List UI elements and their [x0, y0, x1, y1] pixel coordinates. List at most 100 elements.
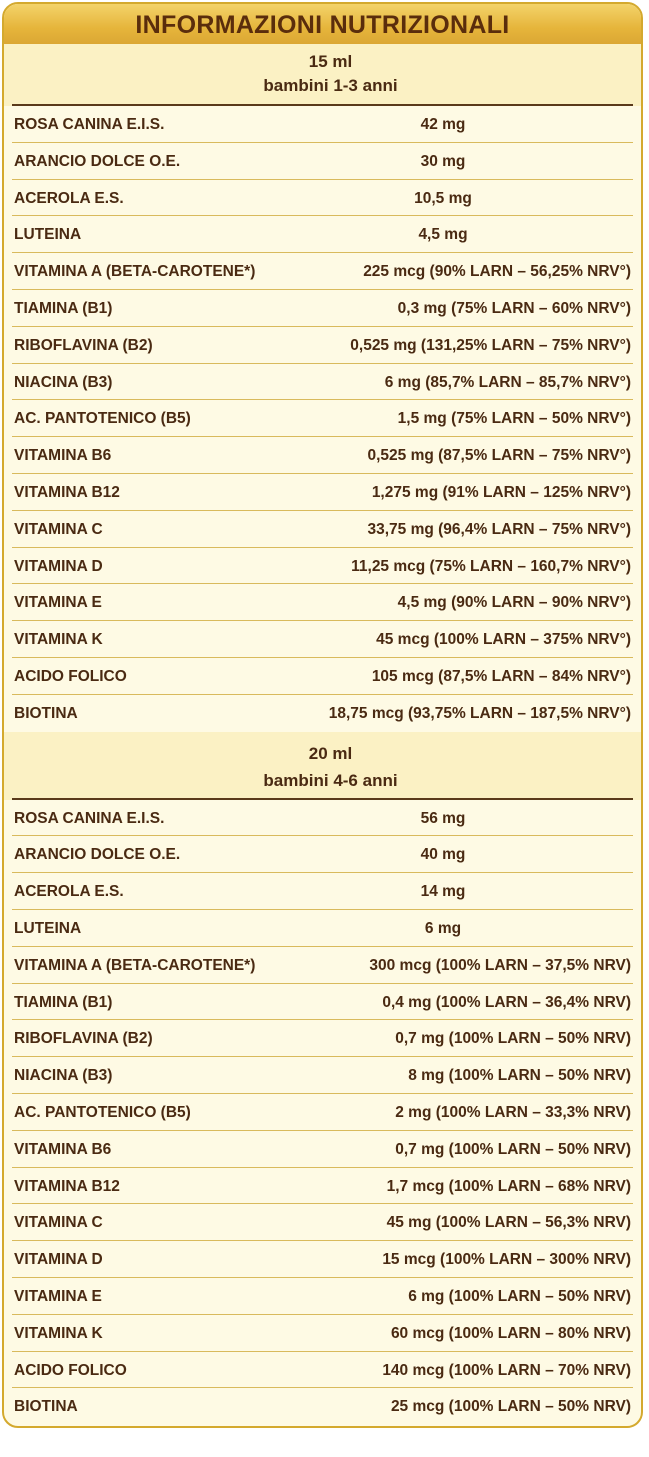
table-row: ACIDO FOLICO 140 mcg (100% LARN – 70% NRV… [12, 1352, 633, 1389]
section-age-group: bambini 4-6 anni [263, 770, 398, 790]
nutrient-name: VITAMINA E [14, 1287, 102, 1305]
nutrient-value: 14 mg [420, 883, 466, 901]
table-row: VITAMINA E 6 mg (100% LARN – 50% NRV) [12, 1278, 633, 1315]
nutrient-value: 45 mcg (100% LARN – 375% NRV°) [376, 631, 631, 649]
table-row: VITAMINA C 45 mg (100% LARN – 56,3% NRV) [12, 1204, 633, 1242]
nutrient-name: VITAMINA B6 [14, 447, 112, 465]
nutrient-value: 40 mg [420, 846, 466, 864]
table-row: VITAMINA K 60 mcg (100% LARN – 80% NRV) [12, 1315, 633, 1352]
nutrient-value: 11,25 mcg (75% LARN – 160,7% NRV°) [351, 557, 631, 575]
nutrient-name: BIOTINA [14, 1398, 78, 1416]
section-header: 15 ml bambini 1-3 anni [4, 44, 641, 106]
nutrient-name: TIAMINA (B1) [14, 993, 113, 1011]
nutrient-value: 300 mcg (100% LARN – 37,5% NRV) [369, 956, 631, 974]
nutrient-name: AC. PANTOTENICO (B5) [14, 410, 191, 428]
table-row: VITAMINA A (BETA-CAROTENE*) 225 mcg (90% … [12, 253, 633, 290]
nutrient-value: 0,525 mg (87,5% LARN – 75% NRV°) [367, 447, 632, 465]
nutrient-value: 8 mg (100% LARN – 50% NRV) [408, 1067, 631, 1085]
table-row: VITAMINA D 11,25 mcg (75% LARN – 160,7% N… [12, 548, 633, 585]
table-row: TIAMINA (B1) 0,3 mg (75% LARN – 60% NRV°) [12, 290, 633, 327]
nutrient-name: LUTEINA [14, 919, 82, 937]
nutrient-value: 6 mg [424, 919, 462, 937]
nutrient-value: 0,7 mg (100% LARN – 50% NRV) [395, 1030, 631, 1048]
nutrient-list: ROSA CANINA E.I.S. 56 mg ARANCIO DOLCE O.E… [4, 800, 641, 1426]
table-row: ARANCIO DOLCE O.E. 40 mg [12, 836, 633, 874]
nutrient-value: 56 mg [420, 809, 466, 827]
section-dose: 20 ml [308, 743, 353, 763]
table-row: LUTEINA 4,5 mg [12, 216, 633, 254]
table-row: VITAMINA B6 0,7 mg (100% LARN – 50% NRV) [12, 1131, 633, 1168]
nutrient-name: VITAMINA E [14, 594, 102, 612]
nutrient-name: BIOTINA [14, 704, 78, 722]
table-row: VITAMINA B12 1,7 mcg (100% LARN – 68% NRV… [12, 1168, 633, 1205]
nutrient-value: 1,7 mcg (100% LARN – 68% NRV) [386, 1177, 631, 1195]
table-row: ROSA CANINA E.I.S. 42 mg [12, 106, 633, 143]
nutrient-value: 30 mg [420, 152, 466, 170]
table-row: RIBOFLAVINA (B2) 0,525 mg (131,25% LARN –… [12, 327, 633, 364]
nutrient-name: VITAMINA C [14, 520, 103, 538]
nutrient-name: ACIDO FOLICO [14, 1361, 127, 1379]
nutrient-value: 0,3 mg (75% LARN – 60% NRV°) [397, 299, 631, 317]
table-row: BIOTINA 25 mcg (100% LARN – 50% NRV) [12, 1388, 633, 1425]
nutrient-value: 4,5 mg (90% LARN – 90% NRV°) [397, 594, 631, 612]
nutrient-name: VITAMINA B6 [14, 1140, 112, 1158]
nutrient-name: ACEROLA E.S. [14, 883, 124, 901]
nutrient-name: ACEROLA E.S. [14, 189, 124, 207]
table-row: VITAMINA C 33,75 mg (96,4% LARN – 75% NRV… [12, 511, 633, 548]
section-dose: 15 ml [308, 52, 353, 71]
nutrient-value: 6 mg (100% LARN – 50% NRV) [408, 1287, 631, 1305]
table-row: NIACINA (B3) 8 mg (100% LARN – 50% NRV) [12, 1057, 633, 1094]
nutrient-name: ARANCIO DOLCE O.E. [14, 152, 181, 170]
table-row: BIOTINA 18,75 mcg (93,75% LARN – 187,5% N… [12, 695, 633, 732]
section-age-group: bambini 1-3 anni [263, 76, 398, 95]
table-row: AC. PANTOTENICO (B5) 1,5 mg (75% LARN – 5… [12, 400, 633, 438]
nutrient-name: LUTEINA [14, 226, 82, 244]
nutrient-value: 1,275 mg (91% LARN – 125% NRV°) [371, 483, 631, 501]
nutrient-name: TIAMINA (B1) [14, 299, 113, 317]
nutrient-value: 140 mcg (100% LARN – 70% NRV) [382, 1361, 631, 1379]
table-row: AC. PANTOTENICO (B5) 2 mg (100% LARN – 33… [12, 1094, 633, 1131]
table-row: NIACINA (B3) 6 mg (85,7% LARN – 85,7% NRV… [12, 364, 633, 401]
table-row: VITAMINA B6 0,525 mg (87,5% LARN – 75% NR… [12, 437, 633, 474]
table-row: VITAMINA K 45 mcg (100% LARN – 375% NRV°) [12, 621, 633, 658]
nutrient-value: 10,5 mg [414, 189, 472, 207]
nutrient-name: VITAMINA D [14, 1251, 103, 1269]
table-row: VITAMINA A (BETA-CAROTENE*) 300 mcg (100%… [12, 947, 633, 984]
nutrient-value: 0,4 mg (100% LARN – 36,4% NRV) [382, 993, 631, 1011]
table-row: TIAMINA (B1) 0,4 mg (100% LARN – 36,4% NR… [12, 984, 633, 1021]
table-row: VITAMINA B12 1,275 mg (91% LARN – 125% NR… [12, 474, 633, 511]
table-row: ARANCIO DOLCE O.E. 30 mg [12, 143, 633, 180]
nutrient-value: 42 mg [420, 116, 466, 133]
nutrient-name: ROSA CANINA E.I.S. [14, 116, 165, 133]
nutrient-value: 33,75 mg (96,4% LARN – 75% NRV°) [367, 520, 632, 538]
nutrient-name: ACIDO FOLICO [14, 667, 127, 685]
nutrient-name: VITAMINA K [14, 1324, 103, 1342]
panel-title: INFORMAZIONI NUTRIZIONALI [4, 4, 641, 44]
nutrient-name: VITAMINA A (BETA-CAROTENE*) [14, 956, 256, 974]
table-row: ACEROLA E.S. 10,5 mg [12, 180, 633, 217]
nutrient-name: ROSA CANINA E.I.S. [14, 809, 165, 827]
nutrient-name: VITAMINA C [14, 1214, 103, 1232]
table-row: LUTEINA 6 mg [12, 910, 633, 947]
nutrient-value: 0,7 mg (100% LARN – 50% NRV) [395, 1140, 631, 1158]
nutrient-value: 225 mcg (90% LARN – 56,25% NRV°) [363, 263, 631, 281]
table-row: ACEROLA E.S. 14 mg [12, 873, 633, 910]
section-15ml: 15 ml bambini 1-3 anni ROSA CANINA E.I.S… [4, 44, 641, 732]
nutrient-name: VITAMINA K [14, 631, 103, 649]
nutrient-value: 15 mcg (100% LARN – 300% NRV) [382, 1251, 631, 1269]
nutrient-name: RIBOFLAVINA (B2) [14, 336, 153, 354]
nutrient-value: 25 mcg (100% LARN – 50% NRV) [390, 1398, 631, 1416]
nutrient-name: VITAMINA B12 [14, 483, 120, 501]
table-row: ACIDO FOLICO 105 mcg (87,5% LARN – 84% NR… [12, 658, 633, 695]
nutrient-name: ARANCIO DOLCE O.E. [14, 846, 181, 864]
nutrient-name: NIACINA (B3) [14, 1067, 113, 1085]
table-row: ROSA CANINA E.I.S. 56 mg [12, 800, 633, 837]
table-row: VITAMINA E 4,5 mg (90% LARN – 90% NRV°) [12, 584, 633, 622]
nutrition-info-panel: INFORMAZIONI NUTRIZIONALI 15 ml bambini … [2, 2, 643, 1428]
nutrient-value: 4,5 mg [418, 226, 468, 244]
table-row: RIBOFLAVINA (B2) 0,7 mg (100% LARN – 50% … [12, 1020, 633, 1058]
section-header: 20 ml bambini 4-6 anni [4, 731, 641, 800]
nutrient-value: 6 mg (85,7% LARN – 85,7% NRV°) [384, 373, 631, 391]
nutrient-name: VITAMINA D [14, 557, 103, 575]
table-row: VITAMINA D 15 mcg (100% LARN – 300% NRV) [12, 1241, 633, 1278]
